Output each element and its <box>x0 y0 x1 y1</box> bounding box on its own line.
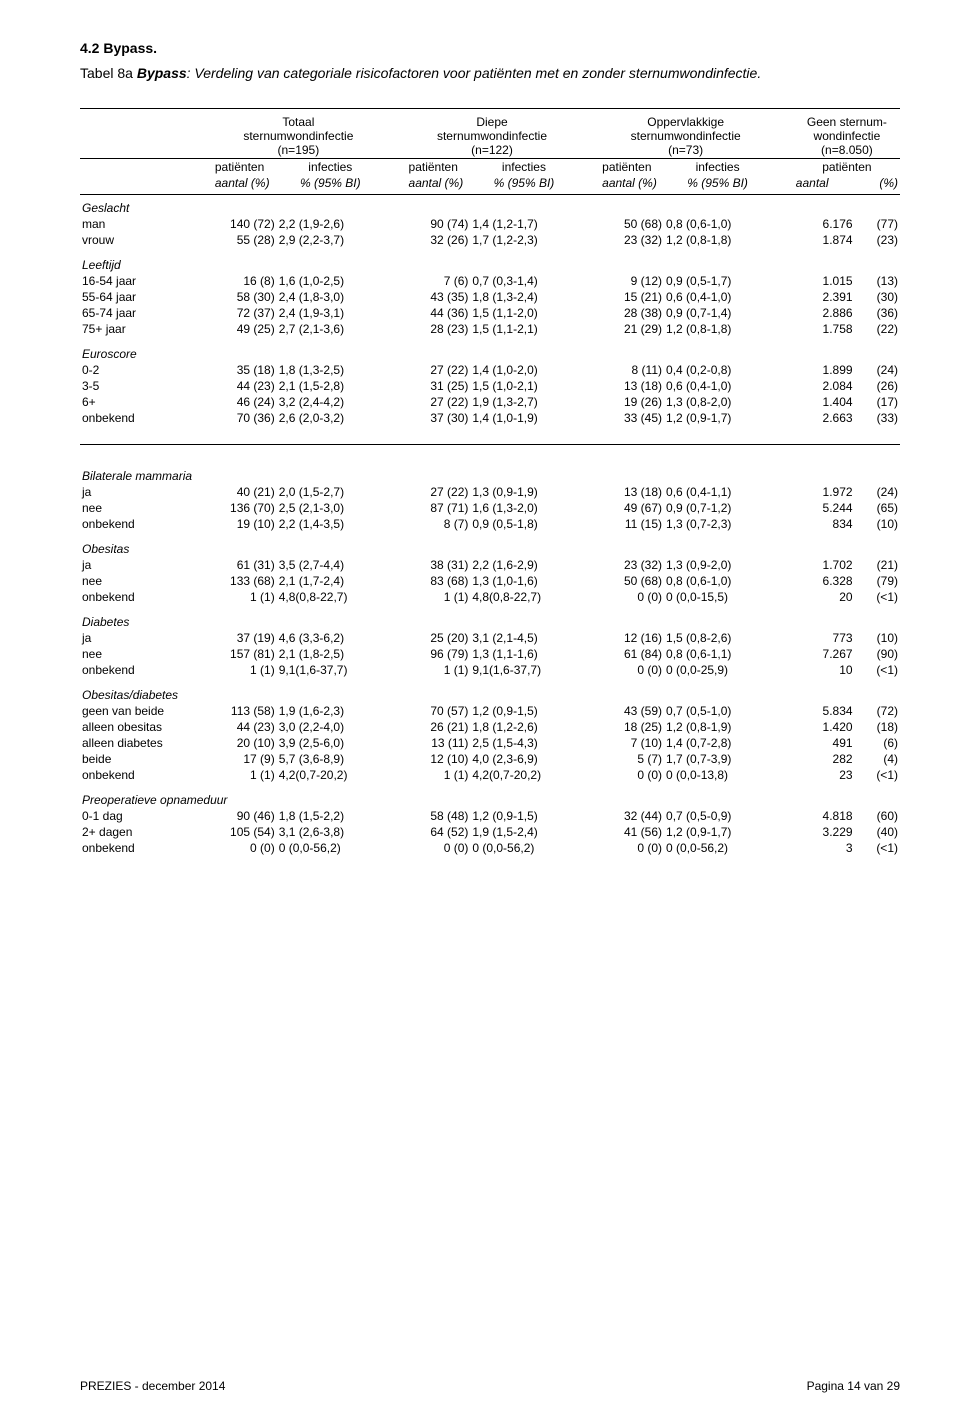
table-row: onbekend1 (1)9,1(1,6-37,7)1 (1)9,1(1,6-3… <box>80 662 900 678</box>
group-label: Geslacht <box>80 194 900 216</box>
hdr-geen: Geen sternum-wondinfectie(n=8.050) <box>794 108 900 158</box>
table-row: onbekend1 (1)4,8(0,8-22,7)1 (1)4,8(0,8-2… <box>80 589 900 605</box>
group-label: Obesitas <box>80 532 900 557</box>
header-row-1: Totaalsternumwondinfectie(n=195) Diepest… <box>80 108 900 158</box>
table-body-block-1: Geslachtman140 (72)2,2 (1,9-2,6)90 (74)1… <box>80 194 900 426</box>
table-row: 0-235 (18)1,8 (1,3-2,5)27 (22)1,4 (1,0-2… <box>80 362 900 378</box>
table-row: vrouw55 (28)2,9 (2,2-3,7)32 (26)1,7 (1,2… <box>80 232 900 248</box>
header-row-3: aantal (%) % (95% BI) aantal (%) % (95% … <box>80 175 900 195</box>
group-label: Bilaterale mammaria <box>80 463 900 484</box>
table-row: ja40 (21)2,0 (1,5-2,7)27 (22)1,3 (0,9-1,… <box>80 484 900 500</box>
table-row: onbekend1 (1)4,2(0,7-20,2)1 (1)4,2(0,7-2… <box>80 767 900 783</box>
hdr-diepe: Diepesternumwondinfectie(n=122) <box>407 108 578 158</box>
group-label: Euroscore <box>80 337 900 362</box>
caption-rest: : Verdeling van categoriale risicofactor… <box>187 65 762 81</box>
hdr-oppervlakkige: Oppervlakkigesternumwondinfectie(n=73) <box>600 108 771 158</box>
table-row: ja37 (19)4,6 (3,3-6,2)25 (20)3,1 (2,1-4,… <box>80 630 900 646</box>
caption-prefix: Tabel 8a <box>80 65 137 81</box>
group-label: Leeftijd <box>80 248 900 273</box>
group-label: Obesitas/diabetes <box>80 678 900 703</box>
table-row: 2+ dagen105 (54)3,1 (2,6-3,8)64 (52)1,9 … <box>80 824 900 840</box>
table-row: 6+46 (24)3,2 (2,4-4,2)27 (22)1,9 (1,3-2,… <box>80 394 900 410</box>
table-row: 75+ jaar49 (25)2,7 (2,1-3,6)28 (23)1,5 (… <box>80 321 900 337</box>
group-label: Preoperatieve opnameduur <box>80 783 900 808</box>
table-row: geen van beide113 (58)1,9 (1,6-2,3)70 (5… <box>80 703 900 719</box>
footer-right: Pagina 14 van 29 <box>807 1379 900 1393</box>
table-row: nee136 (70)2,5 (2,1-3,0)87 (71)1,6 (1,3-… <box>80 500 900 516</box>
table-row: 65-74 jaar72 (37)2,4 (1,9-3,1)44 (36)1,5… <box>80 305 900 321</box>
table-row: onbekend19 (10)2,2 (1,4-3,5)8 (7)0,9 (0,… <box>80 516 900 532</box>
table-caption: Tabel 8a Bypass: Verdeling van categoria… <box>80 64 900 84</box>
table-body-block-2: Bilaterale mammariaja40 (21)2,0 (1,5-2,7… <box>80 463 900 856</box>
table-row: onbekend70 (36)2,6 (2,0-3,2)37 (30)1,4 (… <box>80 410 900 426</box>
data-table: Totaalsternumwondinfectie(n=195) Diepest… <box>80 108 900 856</box>
section-heading: 4.2 Bypass. <box>80 40 900 56</box>
footer-left: PREZIES - december 2014 <box>80 1379 225 1393</box>
table-row: alleen diabetes20 (10)3,9 (2,5-6,0)13 (1… <box>80 735 900 751</box>
table-row: onbekend0 (0)0 (0,0-56,2)0 (0)0 (0,0-56,… <box>80 840 900 856</box>
header-row-2: patiënten infecties patiënten infecties … <box>80 158 900 175</box>
table-row: 55-64 jaar58 (30)2,4 (1,8-3,0)43 (35)1,8… <box>80 289 900 305</box>
caption-bold: Bypass <box>137 65 187 81</box>
page-footer: PREZIES - december 2014 Pagina 14 van 29 <box>80 1379 900 1393</box>
table-row: man140 (72)2,2 (1,9-2,6)90 (74)1,4 (1,2-… <box>80 216 900 232</box>
table-row: alleen obesitas44 (23)3,0 (2,2-4,0)26 (2… <box>80 719 900 735</box>
page: 4.2 Bypass. Tabel 8a Bypass: Verdeling v… <box>0 0 960 1423</box>
table-row: 0-1 dag90 (46)1,8 (1,5-2,2)58 (48)1,2 (0… <box>80 808 900 824</box>
table-row: 3-544 (23)2,1 (1,5-2,8)31 (25)1,5 (1,0-2… <box>80 378 900 394</box>
table-row: beide17 (9)5,7 (3,6-8,9)12 (10)4,0 (2,3-… <box>80 751 900 767</box>
group-label: Diabetes <box>80 605 900 630</box>
table-row: ja61 (31)3,5 (2,7-4,4)38 (31)2,2 (1,6-2,… <box>80 557 900 573</box>
table-row: 16-54 jaar16 (8)1,6 (1,0-2,5)7 (6)0,7 (0… <box>80 273 900 289</box>
hdr-totaal: Totaalsternumwondinfectie(n=195) <box>213 108 384 158</box>
table-row: nee133 (68)2,1 (1,7-2,4)83 (68)1,3 (1,0-… <box>80 573 900 589</box>
table-row: nee157 (81)2,1 (1,8-2,5)96 (79)1,3 (1,1-… <box>80 646 900 662</box>
